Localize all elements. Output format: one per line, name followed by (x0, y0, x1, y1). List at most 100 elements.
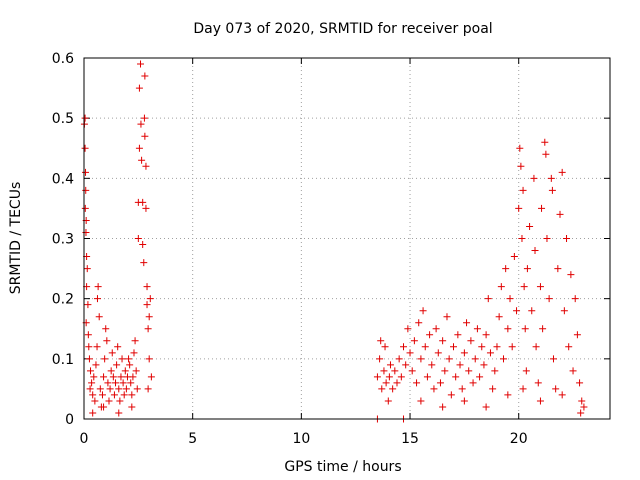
data-point (90, 373, 98, 381)
data-point (137, 60, 145, 68)
data-point (517, 162, 525, 170)
data-point (147, 373, 155, 381)
data-point (132, 367, 140, 375)
data-point (530, 174, 538, 182)
data-point (400, 343, 408, 351)
data-point (515, 204, 523, 212)
data-point (460, 397, 468, 405)
data-point (578, 397, 586, 405)
data-point (454, 331, 462, 339)
axis-ticks: 0 0.1 0.2 0.3 0.4 0.5 0.6 0 5 10 15 20 (52, 51, 610, 447)
data-point (393, 379, 401, 387)
data-point (469, 379, 477, 387)
data-point (432, 325, 440, 333)
y-tick-label: 0.4 (52, 171, 74, 187)
data-point (463, 319, 471, 327)
y-tick-label: 0.5 (52, 111, 74, 127)
data-point (430, 385, 438, 393)
data-point (569, 367, 577, 375)
data-point (408, 367, 416, 375)
y-tick-label: 0.6 (52, 51, 74, 67)
data-point (532, 343, 540, 351)
data-point (145, 313, 153, 321)
data-point (81, 114, 89, 122)
data-point (495, 313, 503, 321)
data-point (545, 295, 553, 303)
x-axis-title: GPS time / hours (284, 459, 401, 475)
data-point (538, 204, 546, 212)
data-point (510, 253, 518, 261)
data-point (115, 409, 123, 417)
data-point (144, 385, 152, 393)
data-point (84, 331, 92, 339)
data-point (426, 331, 434, 339)
data-point (103, 337, 111, 345)
data-point (117, 373, 125, 381)
data-point (131, 337, 139, 345)
data-point (91, 397, 99, 405)
data-point (377, 337, 385, 345)
data-point (130, 349, 138, 357)
data-point (508, 343, 516, 351)
data-point (118, 355, 126, 363)
data-point (109, 373, 117, 381)
data-point (567, 271, 575, 279)
data-point (86, 385, 94, 393)
data-point (142, 204, 150, 212)
data-point (580, 403, 588, 411)
data-point (521, 325, 529, 333)
data-point (120, 391, 128, 399)
data-point (88, 379, 96, 387)
data-point (439, 337, 447, 345)
x-tick-label: 0 (80, 431, 89, 447)
data-point (133, 385, 141, 393)
data-point (84, 301, 92, 309)
data-point (428, 361, 436, 369)
data-point (391, 367, 399, 375)
data-point (94, 283, 102, 291)
data-point (518, 235, 526, 242)
data-point (376, 355, 384, 363)
data-point (129, 373, 137, 381)
grid-lines (84, 58, 610, 419)
data-point (144, 325, 152, 333)
data-point (558, 391, 566, 399)
data-point (96, 385, 104, 393)
data-point (402, 361, 410, 369)
data-point (571, 295, 579, 303)
data-point (531, 247, 539, 255)
data-point (105, 397, 113, 405)
data-point (138, 156, 146, 164)
data-point (116, 397, 124, 405)
data-point (126, 361, 134, 369)
data-point (135, 84, 143, 92)
data-point (565, 343, 573, 351)
data-point (112, 379, 120, 387)
data-point (539, 325, 547, 333)
chart-title: Day 073 of 2020, SRMTID for receiver poa… (193, 21, 492, 37)
data-point (443, 313, 451, 321)
data-point (381, 343, 389, 351)
data-point (406, 349, 414, 357)
data-point (143, 283, 151, 291)
data-point (85, 355, 93, 363)
data-point (465, 367, 473, 375)
data-point (573, 331, 581, 339)
data-point (413, 379, 421, 387)
data-point (460, 349, 468, 357)
data-point (128, 391, 136, 399)
data-point (491, 367, 499, 375)
data-point (93, 343, 101, 351)
data-point (141, 132, 149, 140)
plot-frame (83, 57, 611, 420)
data-point (141, 72, 149, 80)
y-tick-label: 0 (65, 412, 74, 428)
data-point (502, 265, 510, 273)
data-point (543, 235, 551, 242)
data-point (467, 337, 475, 345)
data-point (548, 186, 556, 194)
data-point (563, 235, 571, 242)
data-point (447, 391, 455, 399)
data-point (436, 379, 444, 387)
data-point (143, 301, 151, 309)
